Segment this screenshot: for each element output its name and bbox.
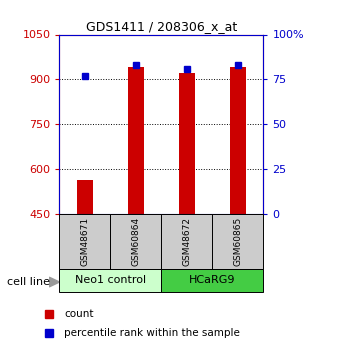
Bar xyxy=(128,67,143,214)
Bar xyxy=(110,214,162,269)
Polygon shape xyxy=(49,277,60,287)
Bar xyxy=(162,269,264,292)
Text: Neo1 control: Neo1 control xyxy=(75,275,146,285)
Text: HCaRG9: HCaRG9 xyxy=(189,275,236,285)
Text: count: count xyxy=(64,309,94,319)
Bar xyxy=(212,214,264,269)
Bar xyxy=(162,214,212,269)
Bar xyxy=(77,179,92,214)
Text: GSM48671: GSM48671 xyxy=(81,217,89,266)
Bar xyxy=(230,67,245,214)
Text: GSM60865: GSM60865 xyxy=(234,217,242,266)
Bar xyxy=(179,73,194,214)
Text: GSM48672: GSM48672 xyxy=(183,217,191,266)
Text: percentile rank within the sample: percentile rank within the sample xyxy=(64,328,240,338)
Text: cell line: cell line xyxy=(7,277,50,287)
Title: GDS1411 / 208306_x_at: GDS1411 / 208306_x_at xyxy=(86,20,237,33)
Bar xyxy=(59,214,110,269)
Text: GSM60864: GSM60864 xyxy=(132,217,140,266)
Bar xyxy=(59,269,162,292)
